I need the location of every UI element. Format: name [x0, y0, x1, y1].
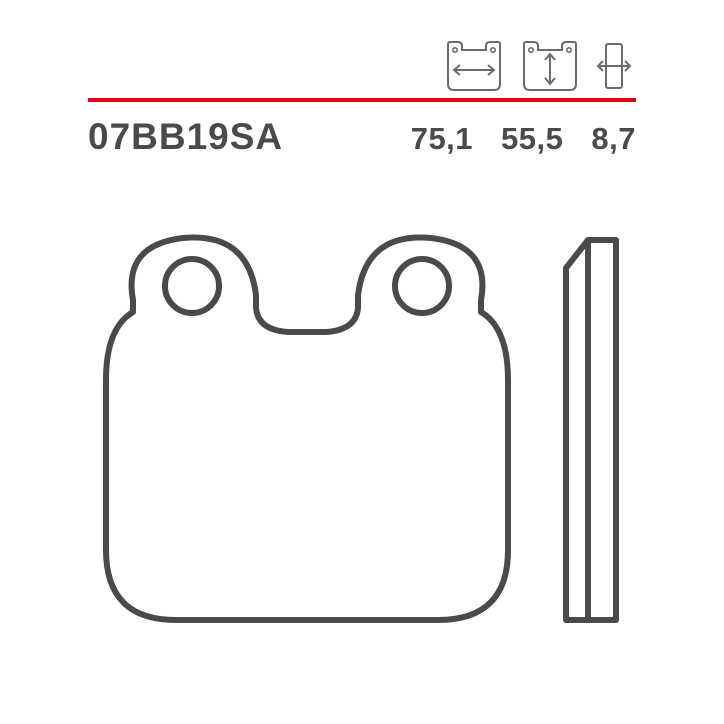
dimension-thickness: 8,7 — [591, 121, 636, 157]
part-number: 07BB19SA — [88, 116, 283, 158]
side-view — [566, 240, 616, 620]
dimension-icons-row — [440, 40, 636, 92]
label-row: 07BB19SA 75,1 55,5 8,7 — [88, 116, 636, 158]
header: 07BB19SA 75,1 55,5 8,7 — [88, 40, 636, 180]
front-view — [106, 237, 508, 620]
dimension-height: 55,5 — [501, 121, 563, 157]
accent-divider — [88, 98, 636, 102]
height-icon — [516, 40, 584, 92]
width-icon — [440, 40, 508, 92]
dimensions: 75,1 55,5 8,7 — [411, 121, 636, 157]
thickness-icon — [592, 40, 636, 92]
dimension-width: 75,1 — [411, 121, 473, 157]
technical-diagram — [88, 210, 636, 650]
